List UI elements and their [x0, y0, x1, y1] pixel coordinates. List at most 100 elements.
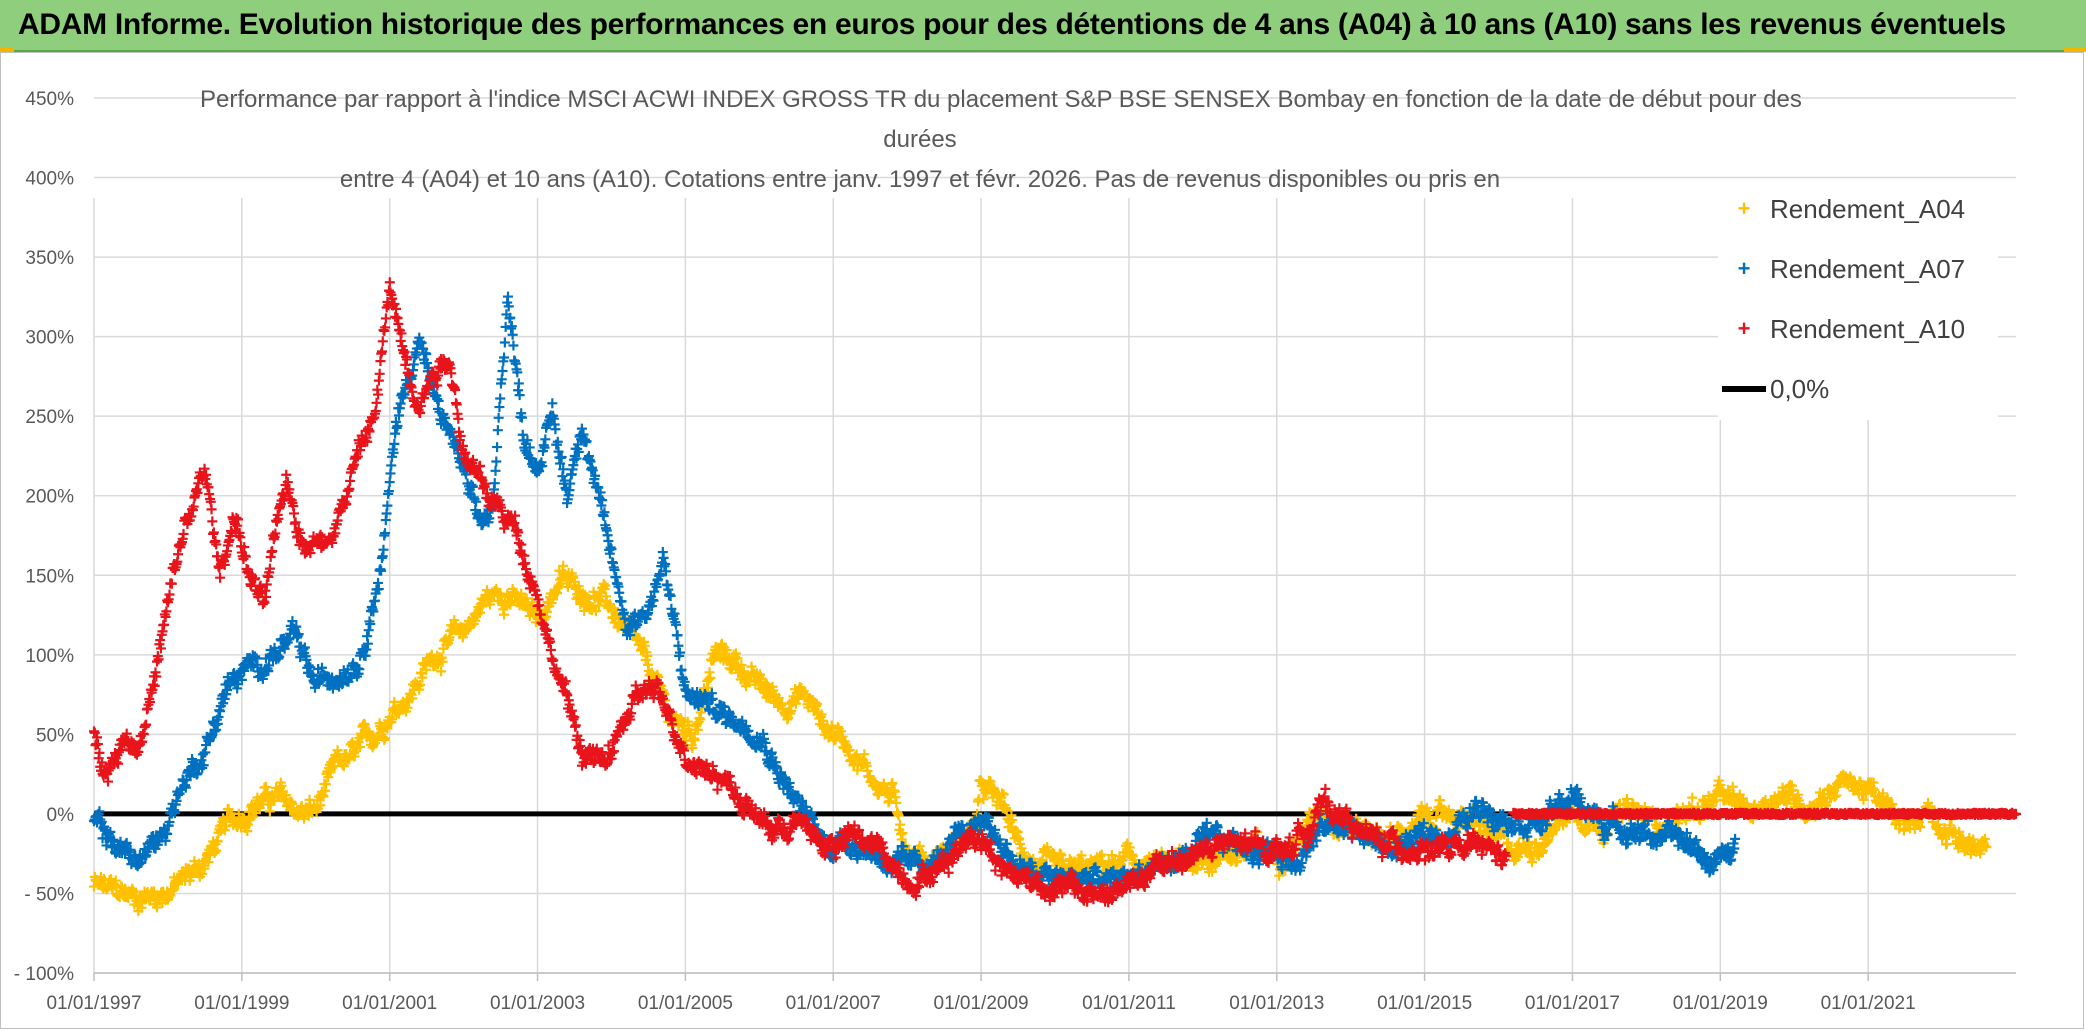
point-rendement_a04	[168, 885, 179, 895]
point-rendement_a04	[891, 797, 902, 808]
point-rendement_a04	[407, 693, 418, 704]
point-rendement_a04	[380, 733, 391, 744]
x-tick-label: 01/01/2015	[1377, 993, 1472, 1014]
point-rendement_a07	[672, 630, 683, 641]
point-rendement_a04	[389, 696, 400, 707]
x-tick-label: 01/01/1999	[194, 993, 289, 1014]
point-rendement_a07	[390, 428, 401, 439]
point-rendement_a10	[259, 597, 270, 608]
point-rendement_a10	[159, 619, 170, 630]
y-tick-label: 350%	[25, 248, 74, 269]
point-rendement_a10	[374, 368, 385, 379]
point-rendement_a07	[502, 291, 513, 302]
point-rendement_a10	[267, 546, 278, 557]
point-rendement_a04	[203, 857, 214, 868]
y-tick-label: 50%	[36, 725, 74, 746]
point-rendement_a07	[513, 378, 524, 389]
point-rendement_a07	[506, 321, 517, 332]
point-rendement_a04	[421, 664, 432, 675]
point-rendement_a10	[281, 469, 292, 480]
point-rendement_a10	[173, 549, 184, 560]
x-tick-label: 01/01/1997	[46, 993, 141, 1014]
point-rendement_a10	[164, 589, 175, 600]
point-rendement_a07	[616, 596, 627, 607]
point-rendement_a10	[384, 277, 395, 288]
point-rendement_a07	[492, 442, 503, 453]
point-rendement_a04	[516, 588, 527, 599]
point-rendement_a04	[320, 779, 331, 790]
point-rendement_a04	[449, 615, 460, 626]
y-tick-label: 300%	[25, 328, 74, 349]
point-rendement_a04	[895, 819, 906, 830]
x-tick-label: 01/01/2013	[1229, 993, 1324, 1014]
point-rendement_a04	[276, 780, 287, 791]
report-title: ADAM Informe. Evolution historique des p…	[18, 8, 2006, 41]
point-rendement_a04	[212, 836, 223, 847]
point-rendement_a07	[514, 390, 525, 401]
point-rendement_a04	[474, 607, 485, 618]
point-rendement_a04	[128, 886, 139, 897]
point-rendement_a07	[389, 438, 400, 449]
x-tick-label: 01/01/2011	[1082, 993, 1176, 1014]
point-rendement_a07	[491, 456, 502, 467]
point-rendement_a04	[281, 790, 292, 801]
point-rendement_a04	[355, 741, 366, 752]
point-rendement_a07	[540, 434, 551, 445]
point-rendement_a10	[103, 776, 114, 787]
y-tick-label: 200%	[25, 487, 74, 508]
point-rendement_a07	[386, 460, 397, 471]
point-rendement_a04	[387, 714, 398, 725]
point-rendement_a04	[110, 875, 121, 886]
x-axis-ticks: 01/01/1997 01/01/1999 01/01/2001 01/01/2003…	[46, 972, 2016, 1014]
y-tick-label: 450%	[25, 89, 74, 110]
point-rendement_a04	[594, 600, 605, 611]
y-tick-label: - 50%	[24, 884, 74, 905]
point-rendement_a07	[673, 640, 684, 651]
point-rendement_a10	[371, 397, 382, 408]
point-rendement_a10	[166, 578, 177, 589]
y-tick-label: 250%	[25, 407, 74, 428]
point-rendement_a07	[376, 565, 387, 576]
point-rendement_a10	[207, 516, 218, 527]
point-rendement_a07	[497, 366, 508, 377]
y-axis-ticks: - 100%- 50%0%50%100%150%200%250%300%350%…	[14, 89, 74, 985]
point-rendement_a07	[490, 465, 501, 476]
point-rendement_a04	[325, 767, 336, 778]
x-tick-label: 01/01/2019	[1673, 993, 1768, 1014]
x-tick-label: 01/01/2001	[342, 993, 437, 1014]
point-rendement_a07	[499, 337, 510, 348]
header-banner: ADAM Informe. Evolution historique des p…	[0, 0, 2086, 52]
x-tick-label: 01/01/2003	[490, 993, 585, 1014]
point-rendement_a07	[508, 340, 519, 351]
y-tick-label: 0%	[47, 805, 75, 826]
point-rendement_a04	[437, 656, 448, 667]
point-rendement_a10	[178, 528, 189, 539]
banner-accent-left	[0, 48, 14, 52]
point-rendement_a10	[215, 572, 226, 583]
point-rendement_a07	[489, 478, 500, 489]
point-rendement_a04	[558, 560, 569, 571]
point-rendement_a10	[373, 389, 384, 400]
point-rendement_a10	[289, 508, 300, 519]
point-rendement_a04	[204, 850, 215, 861]
point-rendement_a04	[1858, 794, 1869, 805]
y-tick-label: 400%	[25, 169, 74, 190]
point-rendement_a07	[507, 329, 518, 340]
point-rendement_a07	[384, 477, 395, 488]
point-rendement_a04	[541, 607, 552, 618]
point-rendement_a04	[318, 791, 329, 802]
point-rendement_a10	[376, 346, 387, 357]
point-rendement_a07	[493, 412, 504, 423]
point-rendement_a04	[415, 679, 426, 690]
point-rendement_a04	[417, 672, 428, 683]
point-rendement_a04	[315, 800, 326, 811]
y-tick-label: 150%	[25, 566, 74, 587]
point-rendement_a07	[197, 749, 208, 760]
x-tick-label: 01/01/2021	[1821, 993, 1916, 1014]
y-tick-label: - 100%	[14, 964, 74, 985]
point-rendement_a07	[363, 625, 374, 636]
point-rendement_a10	[206, 504, 217, 515]
chart-frame	[0, 52, 2084, 1029]
point-rendement_a04	[590, 606, 601, 617]
